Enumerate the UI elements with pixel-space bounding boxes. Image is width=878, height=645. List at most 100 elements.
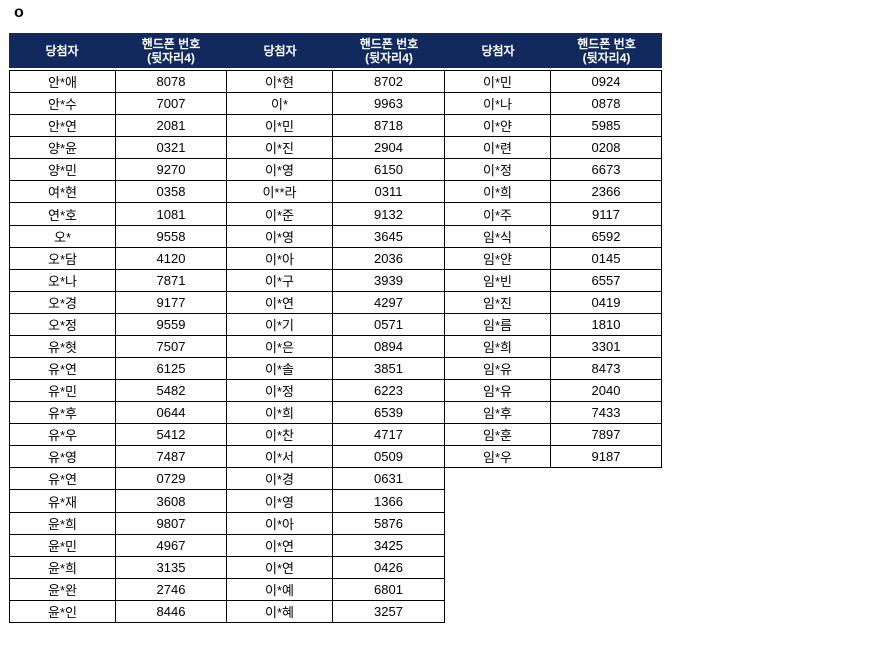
phone-digits-cell: 0878 xyxy=(551,93,662,116)
winner-name-cell: 임*우 xyxy=(445,446,551,469)
winner-name-cell: 윤*인 xyxy=(10,600,116,623)
phone-digits-cell: 0894 xyxy=(333,335,445,359)
phone-digits-cell: 6539 xyxy=(333,402,445,425)
phone-digits-cell: 9187 xyxy=(551,446,662,469)
phone-digits-cell: 4967 xyxy=(116,534,227,557)
winner-name-cell: 유*민 xyxy=(10,380,116,403)
winner-column-header: 당첨자 xyxy=(263,44,297,58)
phone-digits-cell: 0321 xyxy=(116,137,227,160)
winner-name-cell: 안*수 xyxy=(10,93,116,116)
phone-digits-cell: 4120 xyxy=(116,247,227,270)
phone-digits-cell: 7487 xyxy=(116,446,227,469)
winner-name-cell: 유*재 xyxy=(10,490,116,513)
phone-digits-cell: 3135 xyxy=(116,556,227,579)
winner-name-cell: 이*예 xyxy=(227,578,333,601)
winner-name-cell: 임*후 xyxy=(445,402,551,425)
phone-digits-cell: 1366 xyxy=(333,490,445,513)
group-1-header: 당첨자 핸드폰 번호 (뒷자리4) xyxy=(9,33,227,68)
phone-digits-cell: 0509 xyxy=(333,446,445,469)
phone-digits-cell: 2746 xyxy=(116,578,227,601)
phone-digits-cell: 0419 xyxy=(551,291,662,314)
phone-digits-cell: 0426 xyxy=(333,556,445,579)
phone-digits-cell: 0924 xyxy=(551,71,662,94)
winner-name-cell: 이*희 xyxy=(445,181,551,204)
phone-column-header: 핸드폰 번호 (뒷자리4) xyxy=(551,37,662,65)
phone-digits-cell: 6592 xyxy=(551,225,662,248)
phone-digits-cell: 8446 xyxy=(116,600,227,623)
winner-name-cell: 이*주 xyxy=(445,203,551,226)
winner-column-header: 당첨자 xyxy=(481,44,515,58)
winner-name-cell: 이*혜 xyxy=(227,600,333,623)
group-1-rows: 안*애 8078 안*수 7007 안*연 2081 양*윤 0321 양*민 9270 여*현 03… xyxy=(9,70,227,623)
phone-digits-cell: 6125 xyxy=(116,358,227,381)
winner-name-cell: 윤*완 xyxy=(10,578,116,601)
winner-name-cell: 임*얀 xyxy=(445,247,551,270)
winner-name-cell: 유*연 xyxy=(10,358,116,381)
phone-digits-cell: 3939 xyxy=(333,269,445,292)
phone-digits-cell: 7007 xyxy=(116,93,227,116)
winner-name-cell: 오* xyxy=(10,225,116,248)
winner-column-header: 당첨자 xyxy=(45,44,79,58)
winner-name-cell: 이*경 xyxy=(227,468,333,491)
winner-name-cell: 안*애 xyxy=(10,71,116,94)
phone-digits-cell: 7507 xyxy=(116,335,227,359)
winner-name-cell: 이*민 xyxy=(227,115,333,138)
phone-digits-cell: 9132 xyxy=(333,203,445,226)
phone-digits-cell: 3425 xyxy=(333,534,445,557)
winners-table: 당첨자 핸드폰 번호 (뒷자리4) 안*애 8078 안*수 7007 안*연 2081 양… xyxy=(9,33,662,623)
winner-name-cell: 임*훈 xyxy=(445,424,551,447)
phone-digits-cell: 1810 xyxy=(551,313,662,336)
phone-digits-cell: 9558 xyxy=(116,225,227,248)
phone-digits-cell: 0145 xyxy=(551,247,662,270)
phone-digits-cell: 6150 xyxy=(333,159,445,182)
winner-name-cell: 임*식 xyxy=(445,225,551,248)
phone-digits-cell: 0358 xyxy=(116,181,227,204)
phone-digits-cell: 4717 xyxy=(333,424,445,447)
phone-digits-cell: 2040 xyxy=(551,380,662,403)
phone-digits-cell: 3257 xyxy=(333,600,445,623)
winner-name-cell: 이**라 xyxy=(227,181,333,204)
phone-digits-cell: 9117 xyxy=(551,203,662,226)
winner-name-cell: 이* xyxy=(227,93,333,116)
phone-digits-cell: 5482 xyxy=(116,380,227,403)
phone-digits-cell: 0571 xyxy=(333,313,445,336)
phone-digits-cell: 2036 xyxy=(333,247,445,270)
column-group-3: 당첨자 핸드폰 번호 (뒷자리4) 이*민 0924 이*나 0878 이*얀 5985 이… xyxy=(445,33,662,469)
phone-header-line1: 핸드폰 번호 xyxy=(577,36,636,51)
group-2-header: 당첨자 핸드폰 번호 (뒷자리4) xyxy=(227,33,445,68)
phone-digits-cell: 1081 xyxy=(116,203,227,226)
phone-digits-cell: 0631 xyxy=(333,468,445,491)
phone-digits-cell: 3608 xyxy=(116,490,227,513)
phone-column-header: 핸드폰 번호 (뒷자리4) xyxy=(115,37,227,65)
winner-name-cell: 윤*희 xyxy=(10,556,116,579)
group-2-rows: 이*현 8702 이* 9963 이*민 8718 이*진 2904 이*영 6150 이**라 03… xyxy=(227,70,445,623)
winner-name-cell: 이*솔 xyxy=(227,358,333,381)
phone-digits-cell: 9963 xyxy=(333,93,445,116)
winner-name-cell: 이*구 xyxy=(227,269,333,292)
phone-digits-cell: 0208 xyxy=(551,137,662,160)
winner-name-cell: 오*담 xyxy=(10,247,116,270)
winner-name-cell: 이*련 xyxy=(445,137,551,160)
winner-name-cell: 이*기 xyxy=(227,313,333,336)
phone-digits-cell: 0729 xyxy=(116,468,227,491)
phone-column-header: 핸드폰 번호 (뒷자리4) xyxy=(333,37,445,65)
phone-header-line2: (뒷자리4) xyxy=(147,50,195,65)
phone-digits-cell: 3301 xyxy=(551,335,662,359)
phone-digits-cell: 4297 xyxy=(333,291,445,314)
winner-name-cell: 임*름 xyxy=(445,313,551,336)
winner-name-cell: 임*희 xyxy=(445,335,551,359)
phone-digits-cell: 5985 xyxy=(551,115,662,138)
phone-digits-cell: 6801 xyxy=(333,578,445,601)
phone-digits-cell: 0311 xyxy=(333,181,445,204)
phone-digits-cell: 3851 xyxy=(333,358,445,381)
phone-digits-cell: 9177 xyxy=(116,291,227,314)
winner-name-cell: 유*후 xyxy=(10,402,116,425)
winner-name-cell: 연*호 xyxy=(10,203,116,226)
phone-header-line2: (뒷자리4) xyxy=(582,50,631,65)
winner-name-cell: 이*희 xyxy=(227,402,333,425)
winner-name-cell: 이*정 xyxy=(445,159,551,182)
winner-name-cell: 이*연 xyxy=(227,291,333,314)
phone-header-line1: 핸드폰 번호 xyxy=(141,36,201,51)
phone-header-line1: 핸드폰 번호 xyxy=(359,36,419,51)
phone-digits-cell: 8718 xyxy=(333,115,445,138)
